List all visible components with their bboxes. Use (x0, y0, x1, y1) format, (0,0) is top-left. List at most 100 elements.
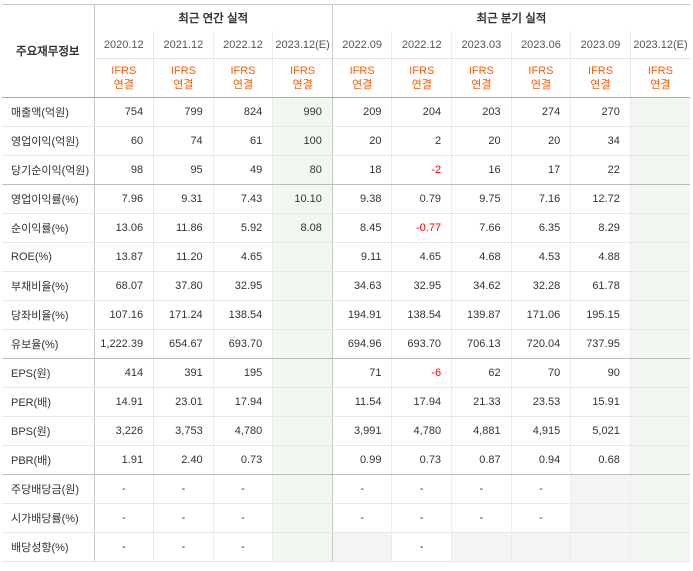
table-cell: 195 (212, 358, 273, 388)
table-cell: 2 (391, 126, 452, 156)
table-cell (451, 532, 512, 562)
ifrs-consolidated: 연결 (590, 79, 611, 91)
table-cell (570, 503, 631, 533)
table-cell: 204 (391, 97, 452, 127)
period-header: 2023.09 (570, 31, 631, 59)
table-cell: - (391, 532, 452, 562)
table-row: 주당배당금(원) - - - - - - - (2, 474, 690, 504)
table-row: 당기순이익(억원) 98 95 49 80 18 -2 16 17 22 (2, 155, 690, 185)
table-cell: - (510, 474, 571, 504)
annual-group-header: 최근 연간 실적 (93, 4, 333, 31)
table-cell: 23.01 (153, 387, 214, 417)
table-cell (272, 300, 333, 330)
table-cell (629, 445, 690, 475)
table-cell (272, 532, 333, 562)
table-cell: 0.99 (331, 445, 392, 475)
ifrs-label: IFRS 연결 (570, 58, 631, 98)
table-row: PBR(배) 1.91 2.40 0.73 0.99 0.73 0.87 0.94 0.68 (2, 445, 690, 475)
ifrs-label: IFRS 연결 (451, 58, 512, 98)
table-cell: 61 (212, 126, 273, 156)
period-header: 2022.12 (212, 31, 273, 59)
table-cell (629, 503, 690, 533)
ifrs-standard: IFRS (647, 65, 673, 77)
table-cell: 720.04 (510, 329, 571, 359)
table-cell: 8.29 (570, 213, 631, 243)
table-cell (629, 184, 690, 214)
ifrs-standard: IFRS (409, 65, 435, 77)
table-cell: 0.94 (510, 445, 571, 475)
ifrs-label: IFRS 연결 (391, 58, 452, 98)
table-cell: 60 (93, 126, 154, 156)
table-cell: 17.94 (212, 387, 273, 417)
table-cell: 9.31 (153, 184, 214, 214)
ifrs-label: IFRS 연결 (629, 58, 690, 98)
table-cell: 17 (510, 155, 571, 185)
table-cell: 0.73 (212, 445, 273, 475)
period-header: 2023.12(E) (272, 31, 333, 59)
table-cell: 203 (451, 97, 512, 127)
table-cell: 7.66 (451, 213, 512, 243)
table-cell: 5,021 (570, 416, 631, 446)
table-cell: 7.16 (510, 184, 571, 214)
period-header: 2023.03 (451, 31, 512, 59)
table-row: 배당성향(%) - - - - (2, 532, 690, 562)
table-cell: 693.70 (212, 329, 273, 359)
table-cell: 139.87 (451, 300, 512, 330)
table-cell: 4,780 (391, 416, 452, 446)
row-label: 당기순이익(억원) (2, 155, 94, 185)
table-cell (629, 474, 690, 504)
table-cell: 21.33 (451, 387, 512, 417)
table-cell: - (212, 532, 273, 562)
row-label: 부채비율(%) (2, 271, 94, 301)
table-cell: 15.91 (570, 387, 631, 417)
ifrs-label: IFRS 연결 (212, 58, 273, 98)
table-cell: 20 (331, 126, 392, 156)
table-cell: 62 (451, 358, 512, 388)
table-cell: - (93, 474, 154, 504)
table-cell: 16 (451, 155, 512, 185)
ifrs-label: IFRS 연결 (93, 58, 154, 98)
table-cell (629, 271, 690, 301)
table-cell: 654.67 (153, 329, 214, 359)
table-row: BPS(원) 3,226 3,753 4,780 3,991 4,780 4,881 4,91… (2, 416, 690, 446)
table-cell: - (212, 503, 273, 533)
table-cell: 737.95 (570, 329, 631, 359)
table-cell: 70 (510, 358, 571, 388)
table-cell: 32.95 (212, 271, 273, 301)
ifrs-standard: IFRS (349, 65, 375, 77)
table-cell: - (212, 474, 273, 504)
table-cell: 0.79 (391, 184, 452, 214)
table-cell: 9.75 (451, 184, 512, 214)
table-cell: 14.91 (93, 387, 154, 417)
table-row: ROE(%) 13.87 11.20 4.65 9.11 4.65 4.68 4.53 4.88 (2, 242, 690, 272)
table-cell (629, 155, 690, 185)
table-cell: 80 (272, 155, 333, 185)
table-row: 순이익률(%) 13.06 11.86 5.92 8.08 8.45 -0.77 7.66 6.… (2, 213, 690, 243)
table-cell: 195.15 (570, 300, 631, 330)
table-cell: - (153, 532, 214, 562)
row-label: 영업이익률(%) (2, 184, 94, 214)
table-cell: 4.68 (451, 242, 512, 272)
table-row: 시가배당률(%) - - - - - - - (2, 503, 690, 533)
table-cell (272, 503, 333, 533)
table-cell (629, 126, 690, 156)
table-cell: - (391, 503, 452, 533)
period-header: 2023.06 (510, 31, 571, 59)
row-label: 순이익률(%) (2, 213, 94, 243)
table-cell: 9.11 (331, 242, 392, 272)
ifrs-consolidated: 연결 (650, 79, 671, 91)
table-cell: 74 (153, 126, 214, 156)
table-cell (629, 358, 690, 388)
ifrs-standard: IFRS (468, 65, 494, 77)
table-cell: 68.07 (93, 271, 154, 301)
row-header-label: 주요재무정보 (2, 4, 94, 98)
table-cell: 138.54 (391, 300, 452, 330)
table-cell: -0.77 (391, 213, 452, 243)
table-cell: 23.53 (510, 387, 571, 417)
table-cell: - (391, 474, 452, 504)
table-cell: - (331, 503, 392, 533)
table-row: 매출액(억원) 754 799 824 990 209 204 203 274 270 (2, 97, 690, 127)
table-cell (570, 474, 631, 504)
ifrs-standard: IFRS (290, 65, 316, 77)
table-cell: 34.63 (331, 271, 392, 301)
